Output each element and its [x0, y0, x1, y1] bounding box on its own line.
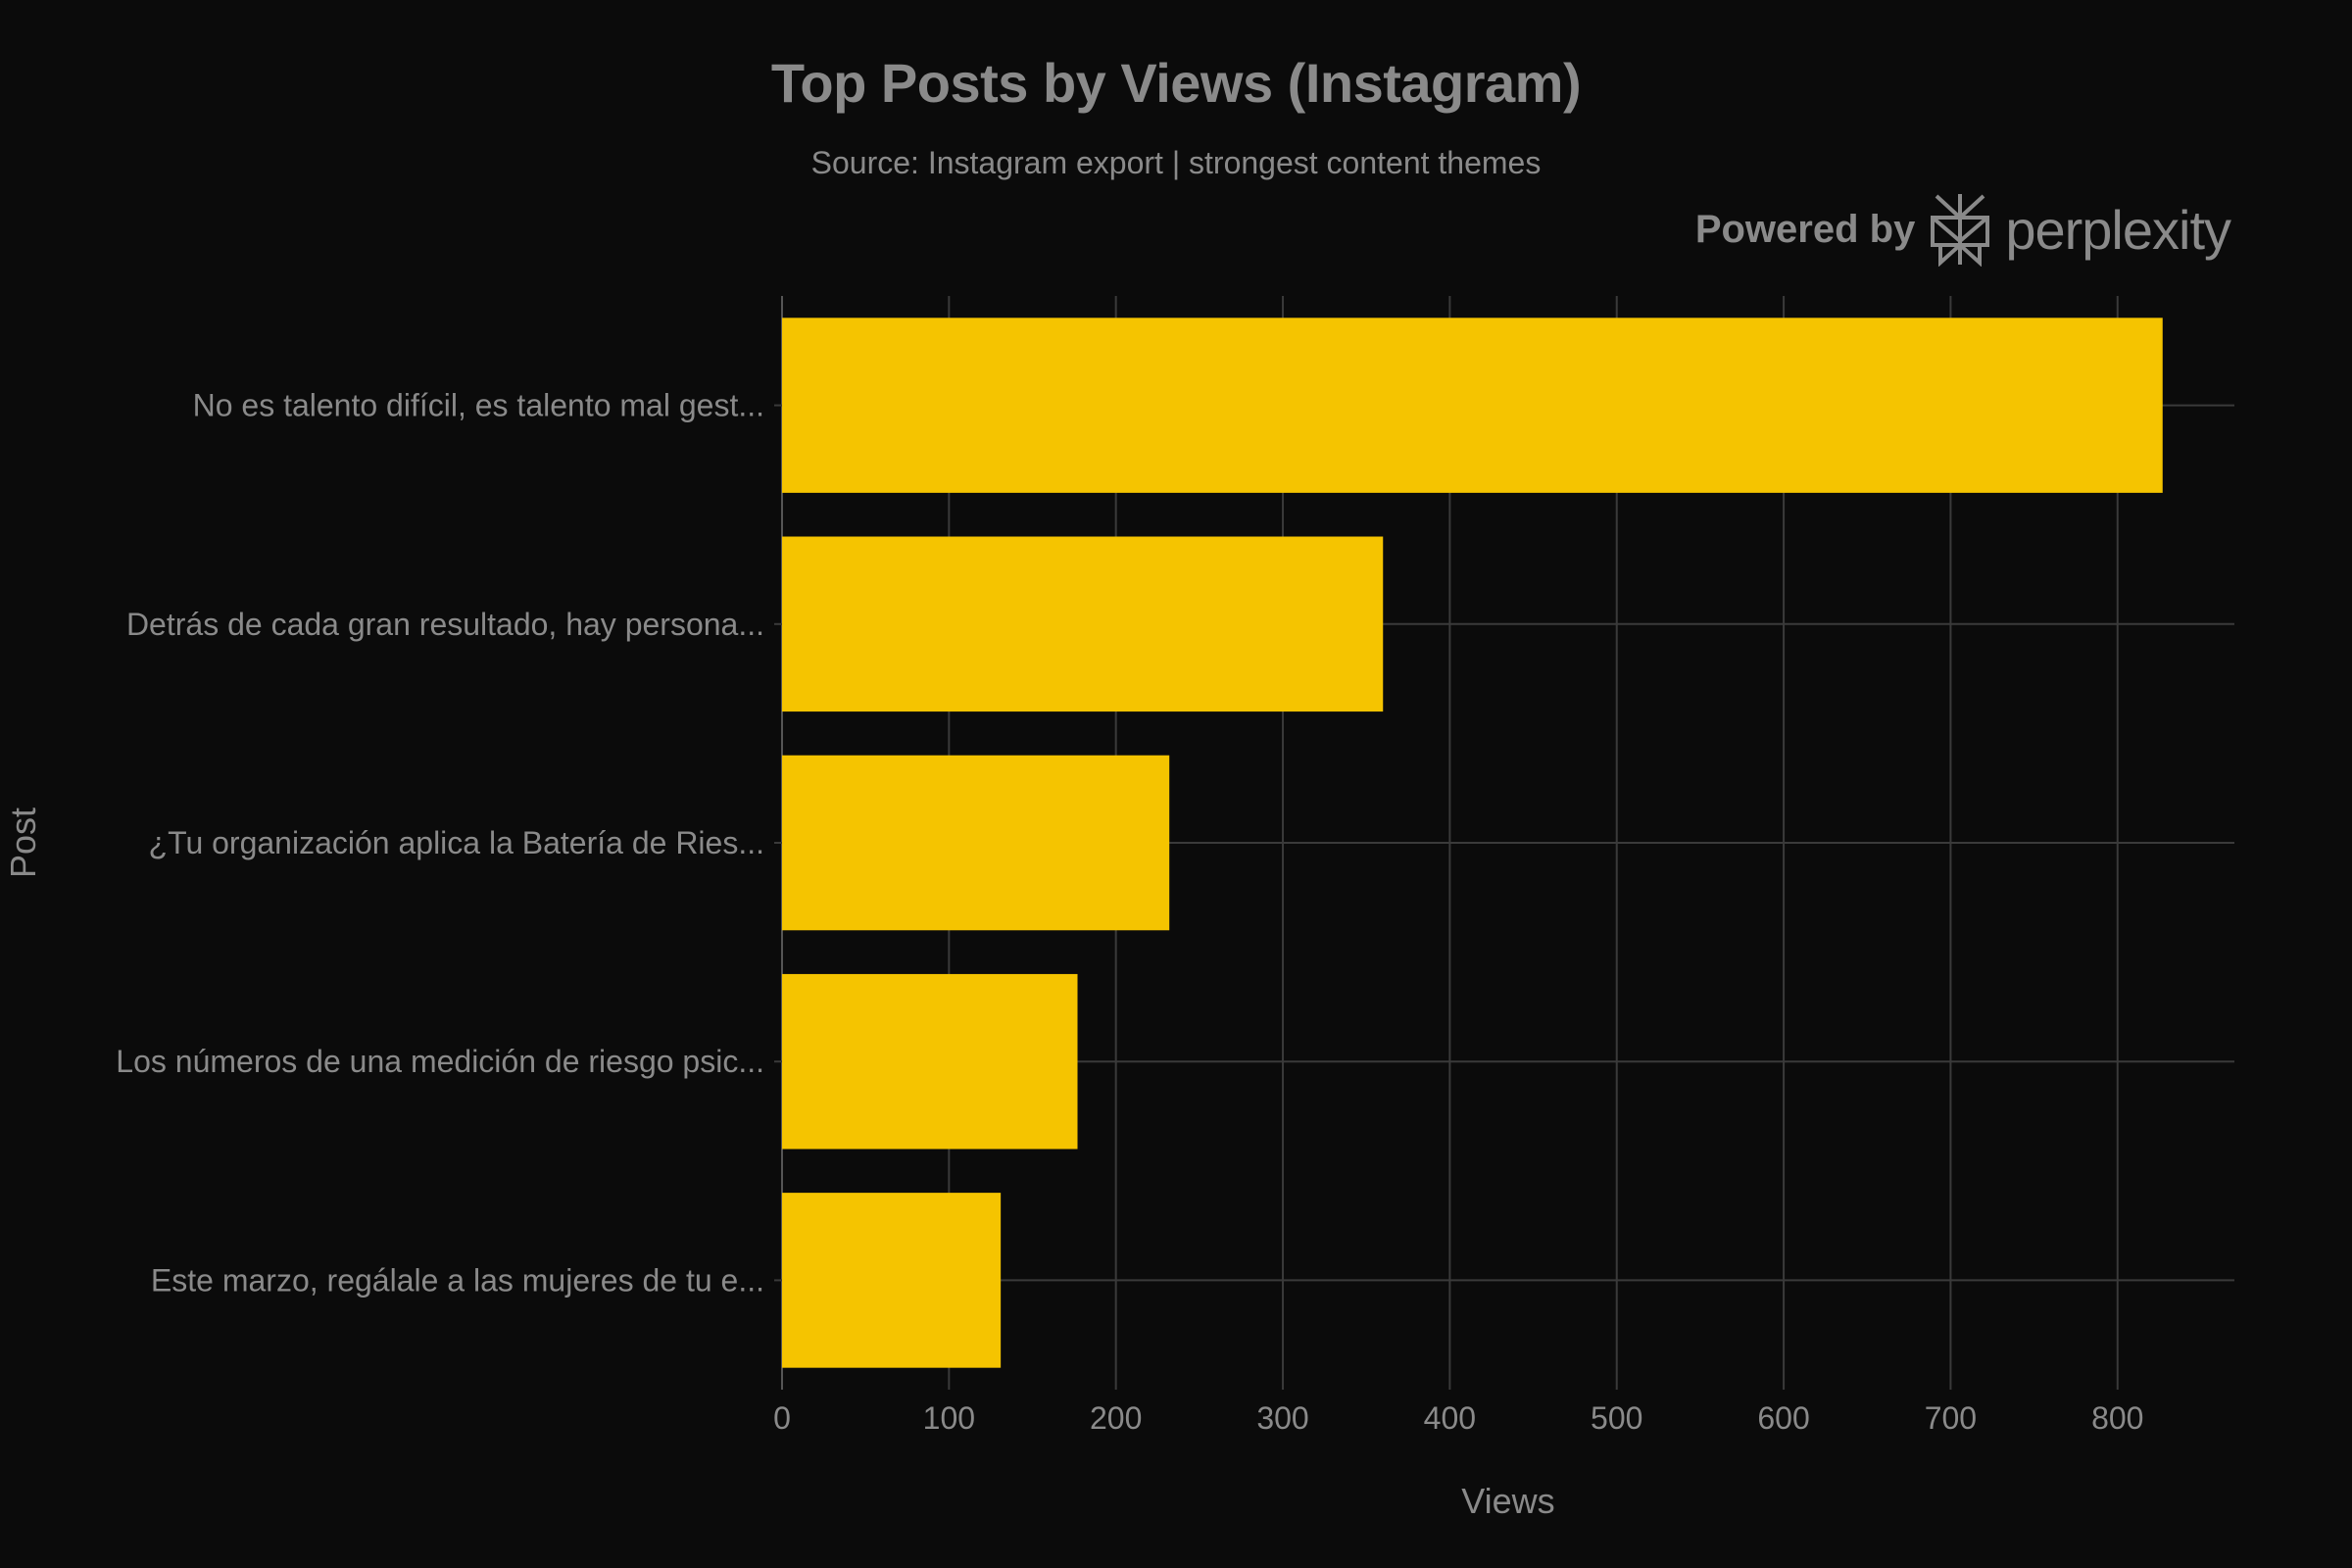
perplexity-logo-icon — [1931, 194, 1990, 267]
x-tick-label: 100 — [923, 1400, 975, 1436]
x-tick-label: 600 — [1757, 1400, 1809, 1436]
y-tick-label: Detrás de cada gran resultado, hay perso… — [126, 607, 764, 642]
x-tick-label: 500 — [1591, 1400, 1642, 1436]
x-tick-label: 0 — [773, 1400, 791, 1436]
x-tick-label: 700 — [1925, 1400, 1977, 1436]
bar-layer — [782, 318, 2163, 1368]
y-tick-label: Los números de una medición de riesgo ps… — [116, 1044, 764, 1079]
bar[interactable] — [782, 536, 1384, 712]
chart-subtitle: Source: Instagram export | strongest con… — [810, 145, 1542, 180]
x-tick-label: 400 — [1424, 1400, 1476, 1436]
y-axis-title: Post — [3, 808, 43, 878]
chart-title: Top Posts by Views (Instagram) — [770, 52, 1582, 114]
y-tick-label: Este marzo, regálale a las mujeres de tu… — [151, 1262, 764, 1298]
bar[interactable] — [782, 318, 2163, 493]
x-tick-label: 800 — [2091, 1400, 2143, 1436]
bar[interactable] — [782, 1193, 1002, 1368]
y-tick-label: ¿Tu organización aplica la Batería de Ri… — [149, 825, 764, 860]
powered-by-badge[interactable]: Powered by perplexity — [1694, 192, 2231, 267]
y-tick-labels: No es talento difícil, es talento mal ge… — [116, 388, 764, 1298]
x-axis-title: Views — [1461, 1481, 1554, 1521]
x-tick-label: 300 — [1256, 1400, 1308, 1436]
powered-by-label: Powered by — [1694, 207, 1916, 251]
y-tick-label: No es talento difícil, es talento mal ge… — [193, 388, 764, 423]
perplexity-wordmark: perplexity — [2005, 198, 2231, 261]
bar[interactable] — [782, 973, 1078, 1150]
x-tick-labels: 0 100 200 300 400 500 600 700 800 — [773, 1400, 2143, 1436]
bar[interactable] — [782, 755, 1170, 931]
x-tick-label: 200 — [1090, 1400, 1142, 1436]
